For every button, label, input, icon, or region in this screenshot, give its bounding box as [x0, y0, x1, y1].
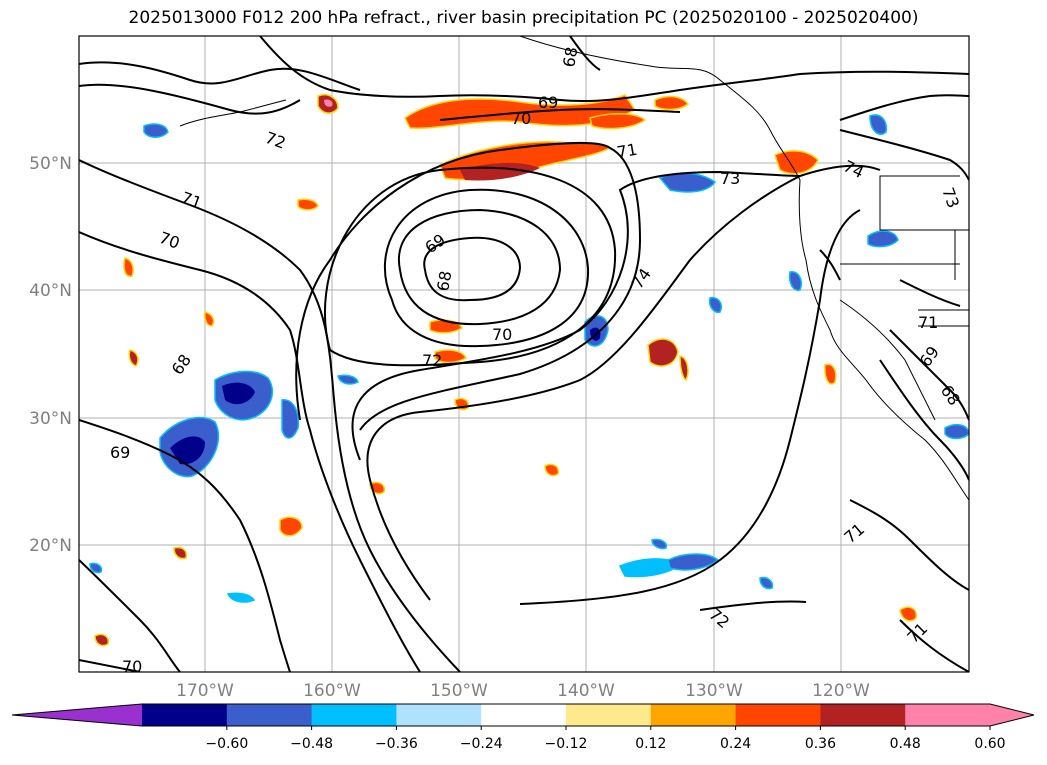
- negative-anomaly-areas: [89, 114, 969, 603]
- map-title: 2025013000 F012 200 hPa refract., river …: [128, 8, 919, 28]
- colorbar-segment: [735, 704, 821, 726]
- positive-anomaly-areas: [94, 94, 917, 647]
- lat-label: 40°N: [29, 281, 72, 301]
- contour-label: 69: [538, 93, 558, 112]
- colorbar-segment: [566, 704, 652, 726]
- colorbar: −0.60 −0.48 −0.36 −0.24 −0.12 0.12 0.24 0.36 0.4…: [11, 703, 1035, 752]
- colorbar-tick-label: 0.24: [720, 736, 751, 752]
- longitude-labels: 170°W 160°W 150°W 140°W 130°W 120°W: [176, 681, 870, 701]
- colorbar-extend-low: [12, 704, 142, 726]
- contour-label: 73: [720, 169, 740, 188]
- colorbar-segment: [142, 704, 228, 726]
- contour-label: 70: [122, 657, 142, 676]
- colorbar-segment: [311, 704, 397, 726]
- colorbar-segment: [481, 704, 567, 726]
- contour-label: 72: [422, 351, 442, 370]
- colorbar-tick-label: −0.12: [545, 736, 588, 752]
- colorbar-segment: [226, 704, 313, 726]
- colorbar-tick-label: −0.24: [460, 736, 503, 752]
- colorbar-segment: [820, 704, 906, 726]
- contour-label: 70: [492, 325, 512, 344]
- colorbar-tick-label: 0.12: [635, 736, 666, 752]
- lon-label: 120°W: [812, 681, 870, 701]
- contour-label: 68: [559, 45, 581, 68]
- contour-label: 69: [110, 443, 130, 462]
- refractivity-contours: [79, 36, 969, 672]
- colorbar-tick-label: 0.48: [890, 736, 921, 752]
- lon-label: 150°W: [430, 681, 488, 701]
- colorbar-tick-label: −0.48: [290, 736, 333, 752]
- lon-label: 160°W: [303, 681, 361, 701]
- colorbar-extend-high: [990, 704, 1034, 726]
- contour-label: 70: [511, 109, 531, 128]
- colorbar-segment: [650, 704, 737, 726]
- lat-label: 30°N: [29, 409, 72, 429]
- colorbar-outline: [11, 703, 1035, 727]
- contour-label: 71: [615, 140, 638, 162]
- contour-label: 71: [918, 313, 938, 332]
- colorbar-tick-label: −0.36: [375, 736, 418, 752]
- plot-area: [79, 36, 969, 672]
- colorbar-segment: [396, 704, 482, 726]
- plot-frame: [78, 35, 970, 673]
- lat-label: 20°N: [29, 536, 72, 556]
- contour-label: 68: [433, 269, 455, 292]
- colorbar-segment: [905, 704, 991, 726]
- colorbar-tick-label: 0.60: [974, 736, 1005, 752]
- colorbar-tick-label: 0.36: [805, 736, 836, 752]
- latitude-labels: 50°N 40°N 30°N 20°N: [29, 154, 72, 556]
- lon-label: 170°W: [176, 681, 234, 701]
- colorbar-tick-label: −0.60: [205, 736, 248, 752]
- lon-label: 130°W: [685, 681, 743, 701]
- lon-label: 140°W: [557, 681, 615, 701]
- lat-label: 50°N: [29, 154, 72, 174]
